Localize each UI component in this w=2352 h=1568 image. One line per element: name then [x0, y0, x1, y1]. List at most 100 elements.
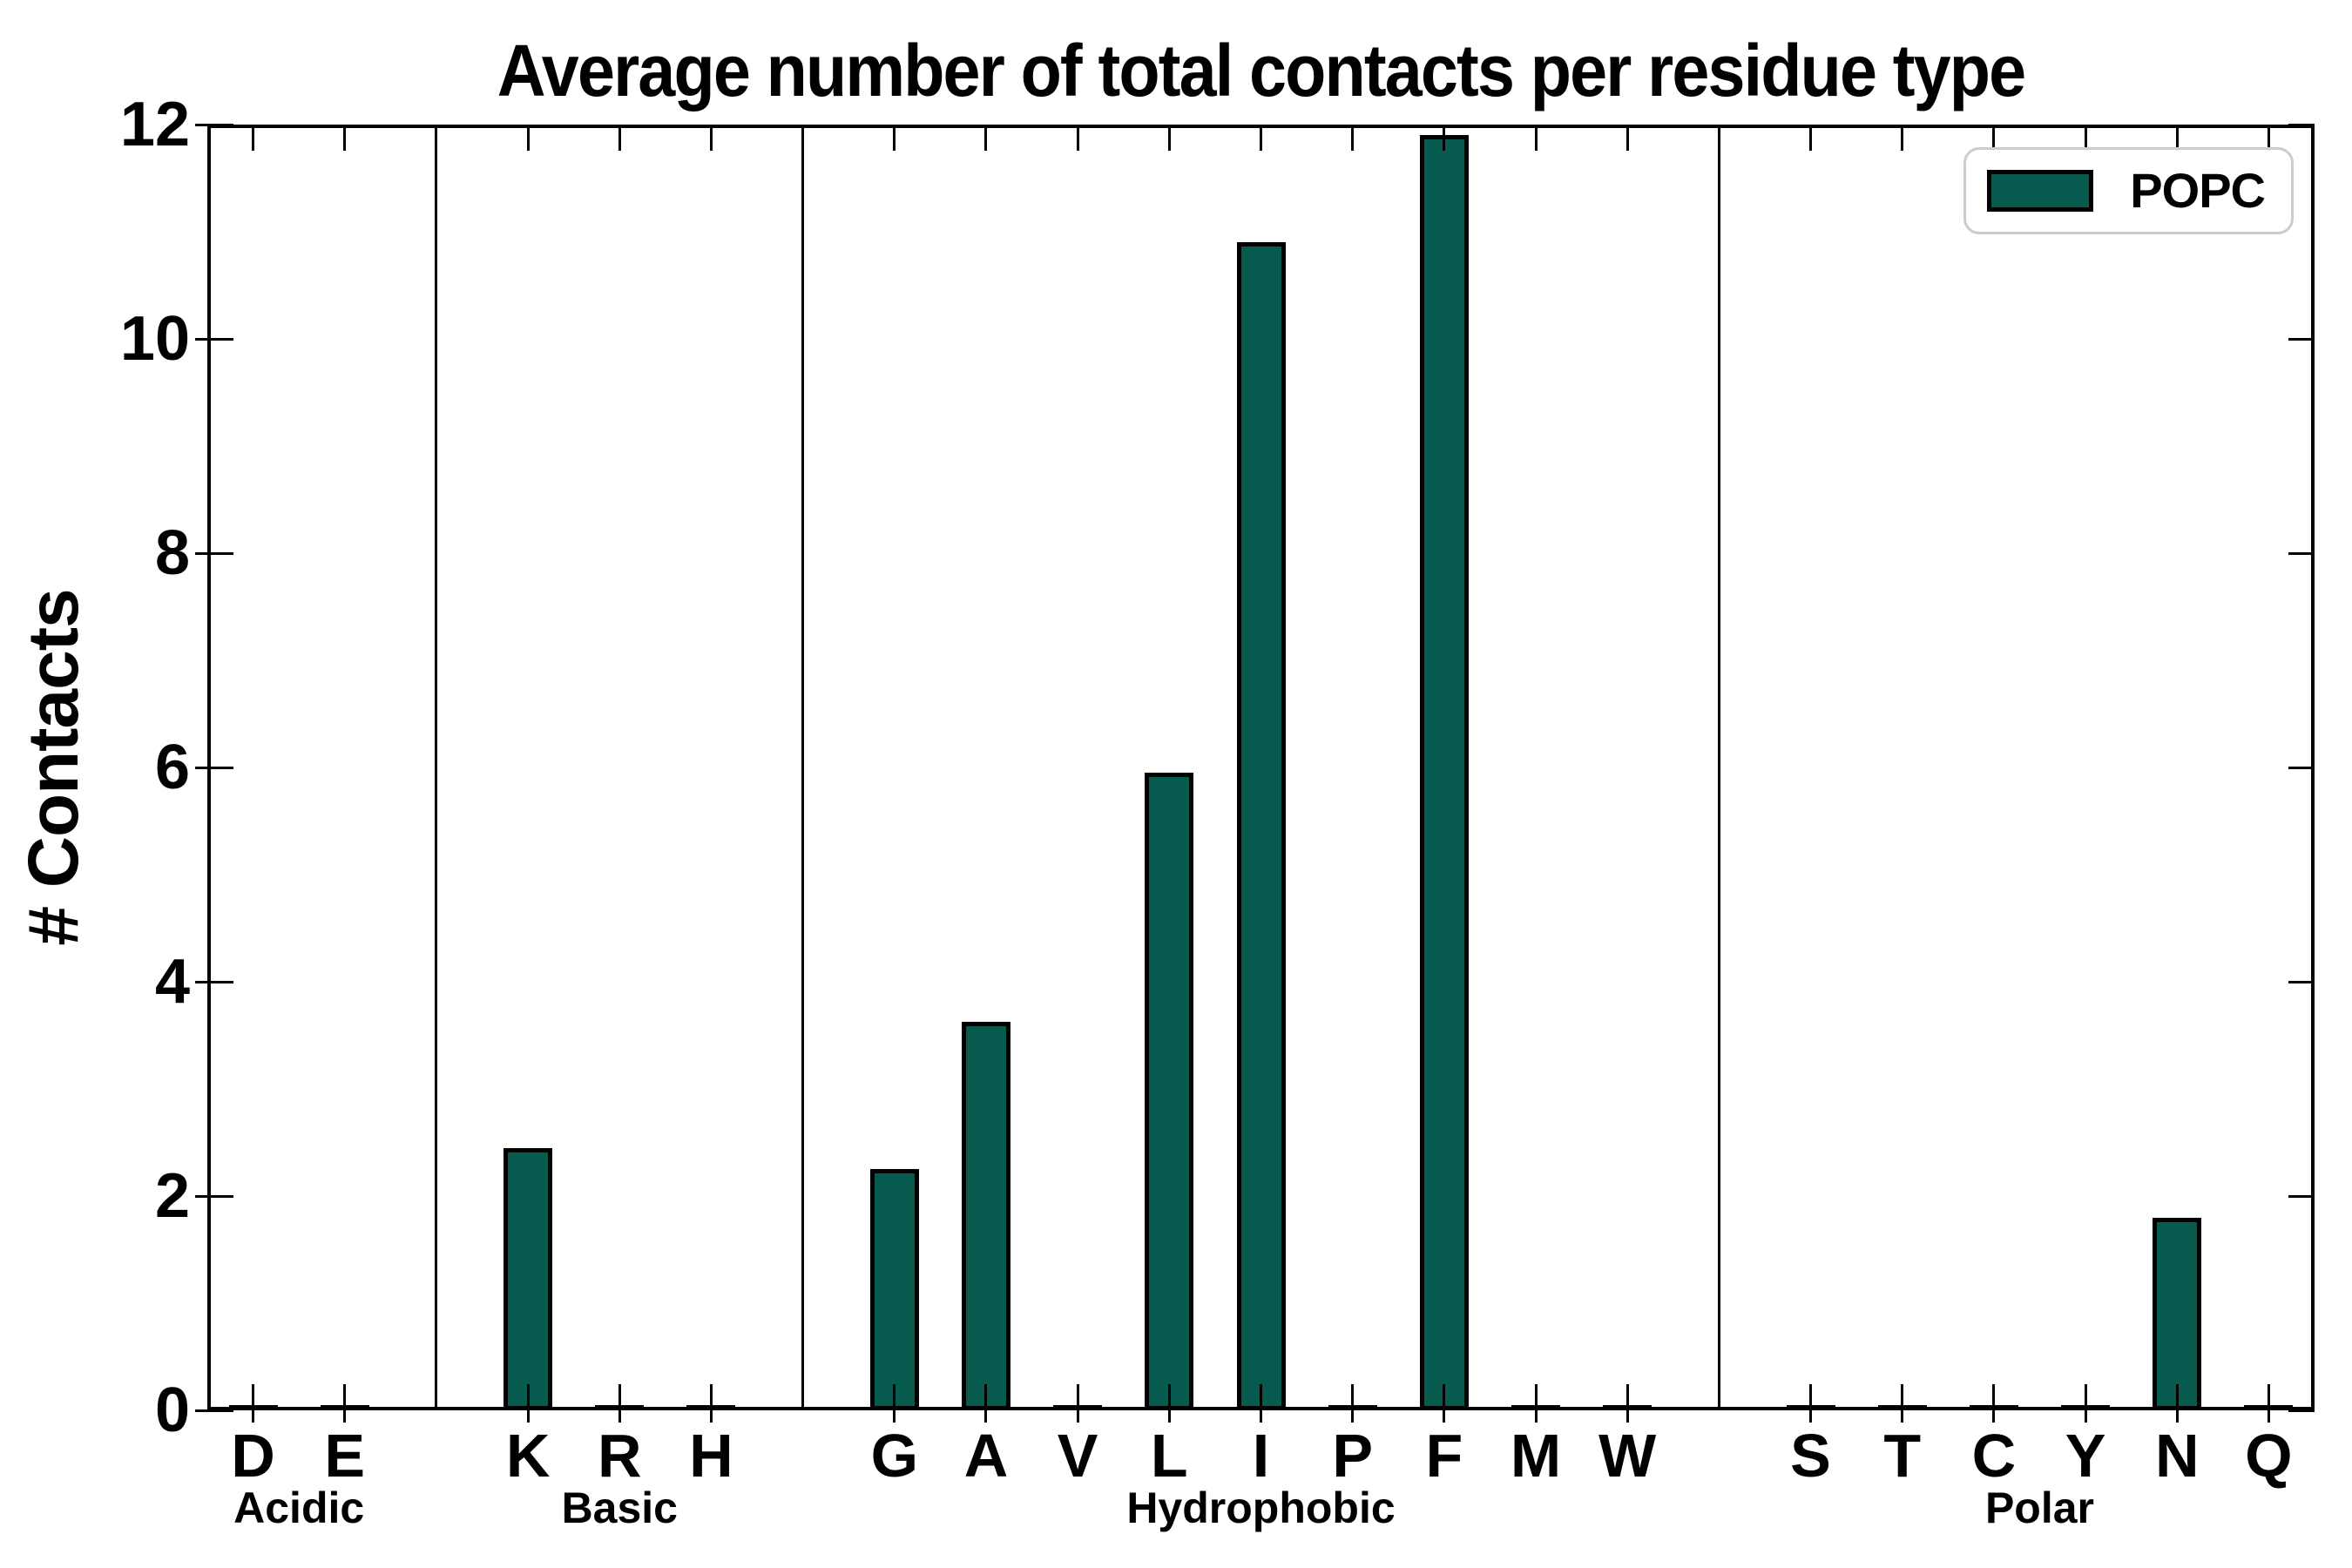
x-tick: [1260, 125, 1262, 151]
y-tick: [195, 980, 233, 983]
legend: POPC: [1963, 147, 2294, 234]
x-tick-label-G: G: [870, 1422, 919, 1490]
x-tick: [709, 1384, 713, 1423]
bar-F: [1419, 135, 1469, 1410]
x-tick: [2084, 125, 2087, 151]
x-tick: [1167, 1384, 1171, 1423]
x-tick-label-E: E: [324, 1422, 366, 1490]
y-tick-label-2: 2: [154, 1161, 190, 1231]
x-tick: [893, 1384, 896, 1423]
x-tick-label-H: H: [689, 1422, 733, 1490]
y-tick-label-0: 0: [154, 1375, 190, 1445]
y-tick: [2288, 766, 2315, 769]
y-tick-label-6: 6: [154, 733, 190, 802]
x-tick-label-A: A: [963, 1422, 1009, 1490]
x-tick-label-D: D: [231, 1422, 275, 1490]
y-tick: [2288, 1409, 2315, 1412]
x-tick-label-R: R: [598, 1422, 642, 1490]
group-separator: [1717, 125, 1720, 1410]
x-tick: [893, 125, 896, 151]
chart-title: Average number of total contacts per res…: [497, 30, 2026, 112]
x-tick: [1809, 1384, 1813, 1423]
x-tick: [1260, 1384, 1262, 1423]
x-tick-label-T: T: [1883, 1422, 1922, 1490]
x-tick: [709, 125, 713, 151]
x-tick: [1992, 1384, 1996, 1423]
plot-area: POPC: [195, 123, 2315, 1423]
x-tick: [1901, 1384, 1904, 1423]
x-tick-label-L: L: [1150, 1422, 1188, 1490]
x-tick: [984, 125, 988, 151]
group-label-basic: Basic: [561, 1484, 678, 1532]
x-tick: [1351, 125, 1355, 151]
x-tick: [1167, 125, 1171, 151]
x-tick: [1076, 1384, 1079, 1423]
y-tick: [195, 551, 233, 555]
bar-K: [504, 1148, 553, 1410]
y-tick: [195, 123, 233, 126]
x-tick: [1901, 125, 1904, 151]
group-separator: [435, 125, 438, 1410]
group-label-polar: Polar: [1984, 1484, 2094, 1532]
y-tick: [195, 337, 233, 341]
x-tick-label-Q: Q: [2245, 1422, 2293, 1490]
x-tick: [1534, 1384, 1538, 1423]
x-tick: [1992, 125, 1996, 151]
x-tick-label-Y: Y: [2065, 1422, 2106, 1490]
bar-N: [2153, 1218, 2202, 1410]
y-tick-label-12: 12: [119, 90, 190, 159]
x-tick: [1809, 125, 1813, 151]
x-tick: [252, 1384, 255, 1423]
legend-label: POPC: [2130, 163, 2266, 218]
x-tick: [984, 1384, 988, 1423]
x-tick: [2267, 125, 2270, 151]
y-tick-label-4: 4: [154, 947, 190, 1017]
x-tick: [2175, 125, 2179, 151]
x-tick: [1625, 1384, 1629, 1423]
x-tick-label-V: V: [1057, 1422, 1098, 1490]
bar-L: [1145, 773, 1194, 1410]
x-tick-label-C: C: [1971, 1422, 2017, 1490]
x-tick: [2175, 1384, 2179, 1423]
y-tick: [195, 1409, 233, 1412]
x-tick-label-S: S: [1790, 1422, 1831, 1490]
x-tick-label-K: K: [505, 1422, 551, 1490]
y-tick: [2288, 1194, 2315, 1198]
group-separator: [801, 125, 805, 1410]
x-tick: [1534, 125, 1538, 151]
x-tick: [1076, 125, 1079, 151]
x-tick-label-N: N: [2154, 1422, 2200, 1490]
x-tick: [618, 125, 621, 151]
x-tick: [526, 1384, 530, 1423]
x-tick-label-P: P: [1332, 1422, 1374, 1490]
y-tick: [2288, 337, 2315, 341]
bar-A: [961, 1022, 1010, 1410]
y-tick-label-10: 10: [119, 304, 190, 374]
y-tick-label-8: 8: [154, 518, 190, 588]
x-tick: [1443, 125, 1446, 151]
x-tick-label-F: F: [1425, 1422, 1463, 1490]
x-tick-label-W: W: [1598, 1422, 1657, 1490]
y-tick: [195, 1194, 233, 1198]
bar-G: [869, 1169, 919, 1410]
group-label-acidic: Acidic: [233, 1484, 365, 1532]
x-tick: [252, 125, 255, 151]
group-label-hydrophobic: Hydrophobic: [1126, 1484, 1396, 1532]
x-tick: [2267, 1384, 2270, 1423]
legend-swatch-popc: [1987, 170, 2094, 212]
bar-I: [1236, 242, 1286, 1410]
x-tick: [343, 1384, 347, 1423]
x-tick-label-M: M: [1510, 1422, 1562, 1490]
x-tick: [618, 1384, 621, 1423]
y-tick: [195, 766, 233, 769]
x-tick-label-I: I: [1252, 1422, 1270, 1490]
y-tick: [2288, 980, 2315, 983]
x-tick: [2084, 1384, 2087, 1423]
x-tick: [526, 125, 530, 151]
y-tick: [2288, 123, 2315, 126]
x-tick: [343, 125, 347, 151]
x-tick: [1351, 1384, 1355, 1423]
x-tick: [1625, 125, 1629, 151]
y-tick: [2288, 551, 2315, 555]
